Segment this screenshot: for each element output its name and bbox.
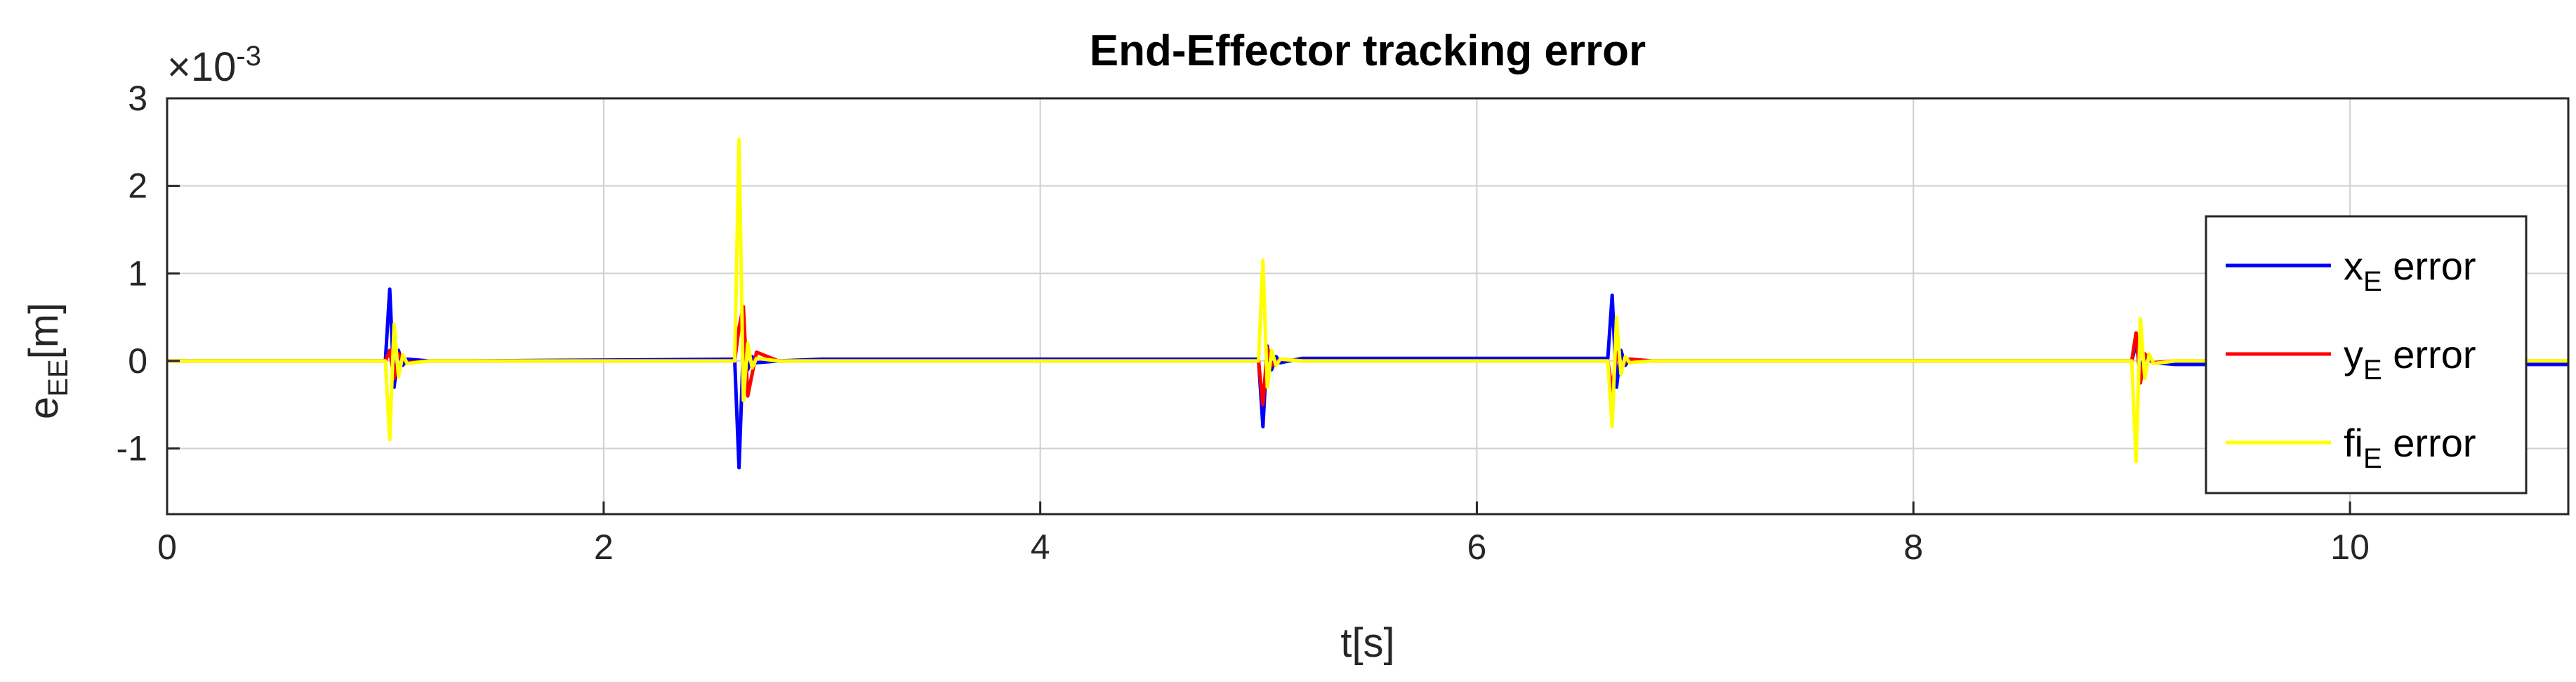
legend-label: fiE error [2344,421,2476,474]
x-tick-label: 0 [157,527,177,567]
y-axis-label-unit: [m] [21,303,67,360]
x-tick-label: 8 [1903,527,1923,567]
y-exponent-power: -3 [236,41,261,72]
y-tick-label: 0 [128,341,147,381]
legend-label: xE error [2344,244,2476,297]
y-tick-label: 2 [128,166,147,206]
x-tick-label: 6 [1467,527,1487,567]
x-tick-label: 10 [2330,527,2370,567]
series-line-fi-error [167,138,2568,464]
legend-label: yE error [2344,332,2476,386]
y-exponent-label: ×10-3 [167,41,261,90]
y-exponent-prefix: ×10 [167,44,236,90]
legend: xE error yE error fiE error [2205,215,2528,494]
x-tick-labels: 0 2 4 6 8 10 [157,527,2370,567]
legend-entry: fiE error [2226,421,2476,474]
legend-entry: yE error [2226,332,2476,386]
axes-box [166,97,2570,516]
y-tick-label: 1 [128,254,147,293]
y-axis-label: eEE[m] [21,303,74,419]
series-layer [167,138,2568,470]
y-axis-label-base: e [21,397,67,419]
x-axis-label: t[s] [1340,620,1394,666]
plot-area [167,98,2568,514]
x-tick-label: 4 [1031,527,1050,567]
y-tick-label: 3 [128,79,147,118]
chart-title: End-Effector tracking error [1090,27,1646,75]
tick-marks [166,97,2351,514]
legend-entry: xE error [2226,244,2476,297]
y-tick-label: -1 [117,429,147,468]
x-tick-label: 2 [594,527,614,567]
y-axis-label-sub: EE [43,359,74,396]
y-tick-labels: -1 0 1 2 3 [117,79,147,468]
